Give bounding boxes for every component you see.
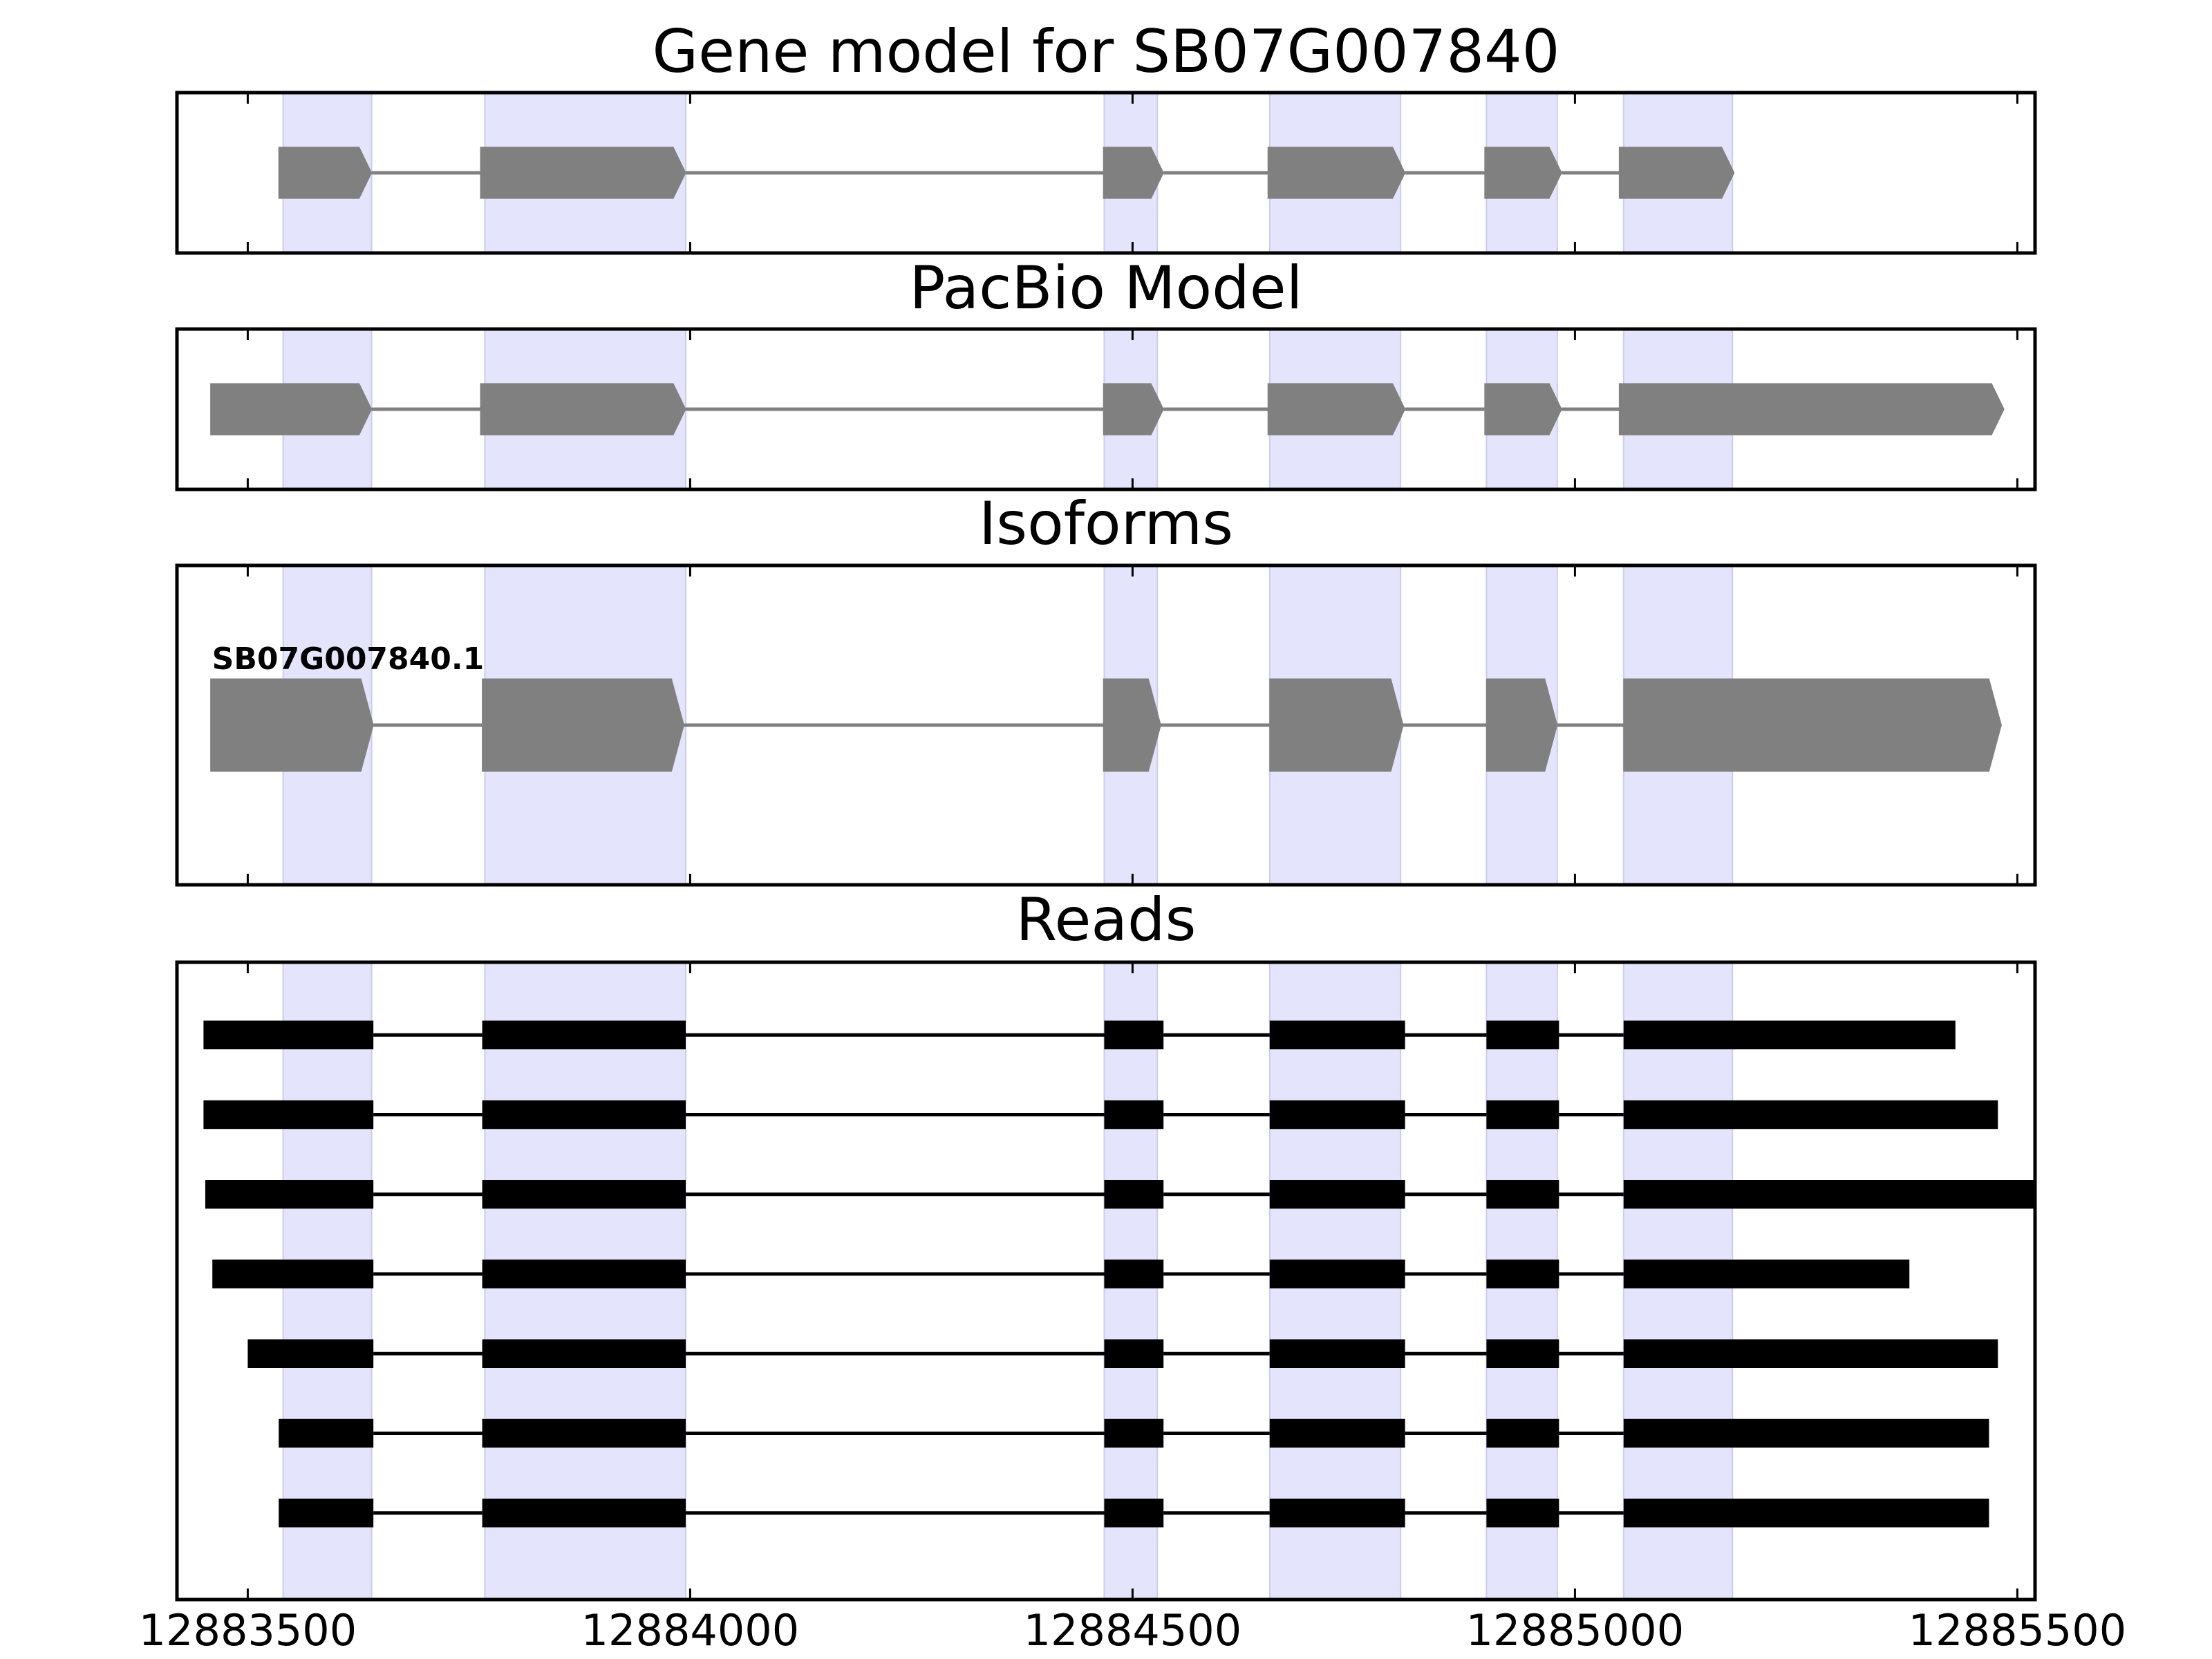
gene-model-title: Gene model for SB07G007840 <box>653 17 1560 86</box>
isoforms-panel: SB07G007840.1 <box>175 563 2037 887</box>
x-axis-tick-labels: 12883500 12884000 12884500 12885000 12885500 <box>139 1605 2127 1656</box>
exon-feature <box>1485 678 1558 772</box>
read-exon-block <box>1623 1418 1989 1448</box>
read-exon-block <box>203 1020 374 1049</box>
read-exon-block <box>482 1180 686 1209</box>
read-exon-block <box>482 1418 686 1448</box>
exon-feature <box>1103 147 1164 199</box>
x-tick-label: 12884500 <box>1024 1605 1242 1656</box>
panel-frame <box>175 563 2037 887</box>
read-exon-block <box>1623 1020 1956 1049</box>
read-exon-block <box>247 1339 374 1368</box>
read-exon-block <box>212 1259 374 1288</box>
read-exon-block <box>1269 1339 1405 1368</box>
read-exon-block <box>1104 1100 1164 1130</box>
pacbio-model-title: PacBio Model <box>909 254 1302 323</box>
read-exon-block <box>1486 1339 1559 1368</box>
pacbio-model-panel <box>175 327 2037 491</box>
reads-title: Reads <box>1016 885 1197 955</box>
read-exon-block <box>1269 1259 1405 1288</box>
read-exon-block <box>279 1499 374 1528</box>
exon-feature <box>1269 678 1404 772</box>
read-exon-block <box>1104 1180 1164 1209</box>
exon-feature <box>210 383 373 435</box>
read-exon-block <box>482 1020 686 1049</box>
read-exon-block <box>1104 1418 1164 1448</box>
read-exon-block <box>482 1100 686 1130</box>
read-exon-block <box>1269 1499 1405 1528</box>
read-exon-block <box>1623 1499 1989 1528</box>
read-exon-block <box>1269 1100 1405 1130</box>
panel-frame <box>175 91 2037 255</box>
exon-feature <box>482 678 684 772</box>
exon-feature <box>480 147 686 199</box>
read-exon-block <box>1486 1100 1559 1130</box>
exon-feature <box>1267 383 1406 435</box>
read-exon-block <box>203 1100 374 1130</box>
read-exon-block <box>1623 1100 1998 1130</box>
read-exon-block <box>482 1259 686 1288</box>
read-exon-block <box>1269 1020 1405 1049</box>
read-exon-block <box>1486 1180 1559 1209</box>
read-exon-block <box>482 1339 686 1368</box>
exon-feature <box>1618 383 2005 435</box>
gene-model-panel <box>175 91 2037 255</box>
read-exon-block <box>1623 1259 1910 1288</box>
read-exon-block <box>1104 1339 1164 1368</box>
panel-frame <box>175 327 2037 491</box>
panel-frame <box>175 960 2037 1602</box>
exon-feature <box>278 147 373 199</box>
isoforms-title: Isoforms <box>979 489 1233 559</box>
exon-feature <box>210 678 374 772</box>
reads-panel <box>175 960 2037 1602</box>
exon-feature <box>1267 147 1406 199</box>
x-tick-label: 12883500 <box>139 1605 357 1656</box>
read-exon-block <box>1486 1499 1559 1528</box>
exon-feature <box>1103 383 1164 435</box>
x-tick-label: 12884000 <box>581 1605 800 1656</box>
x-tick-label: 12885500 <box>1909 1605 2127 1656</box>
read-exon-block <box>1104 1020 1164 1049</box>
exon-feature <box>1618 147 1735 199</box>
exon-feature <box>1623 678 2002 772</box>
exon-feature <box>480 383 686 435</box>
exon-feature <box>1103 678 1161 772</box>
read-exon-block <box>482 1499 686 1528</box>
x-tick-label: 12885000 <box>1466 1605 1685 1656</box>
exon-feature <box>1484 147 1562 199</box>
read-exon-block <box>1486 1259 1559 1288</box>
read-exon-block <box>1623 1339 1998 1368</box>
read-exon-block <box>1104 1499 1164 1528</box>
read-exon-block <box>1269 1180 1405 1209</box>
read-exon-block <box>1486 1418 1559 1448</box>
read-exon-block <box>1486 1020 1559 1049</box>
exon-feature <box>1484 383 1562 435</box>
read-exon-block <box>205 1180 374 1209</box>
isoform-label: SB07G007840.1 <box>212 641 485 677</box>
read-exon-block <box>1269 1418 1405 1448</box>
read-exon-block <box>279 1418 374 1448</box>
read-exon-block <box>1104 1259 1164 1288</box>
read-exon-block <box>1623 1180 2035 1209</box>
